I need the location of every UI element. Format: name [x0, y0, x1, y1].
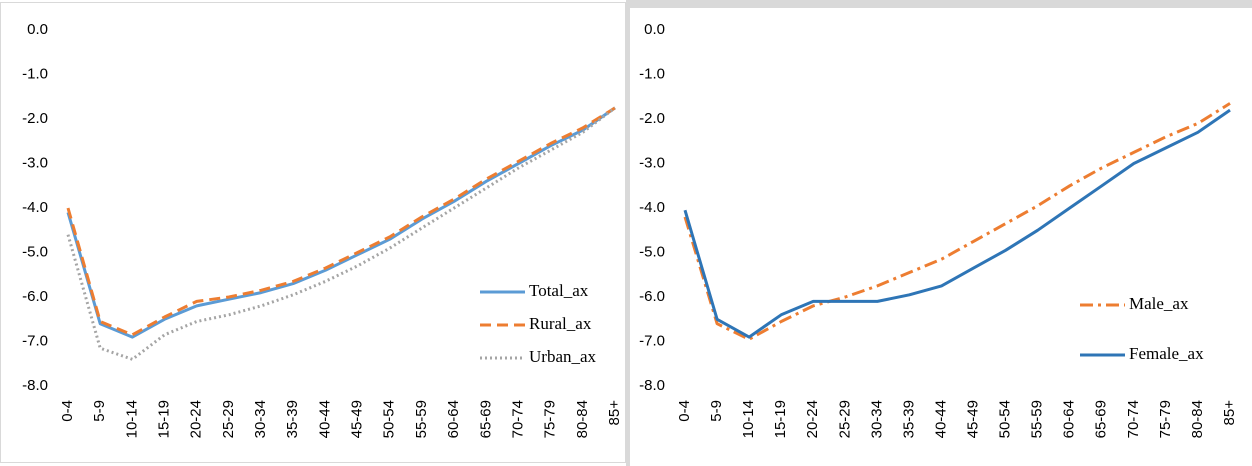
y-tick-label: -8.0	[639, 377, 665, 394]
x-tick-label: 80-84	[574, 400, 591, 438]
x-tick-label: 60-64	[445, 400, 462, 438]
x-tick-label: 50-54	[381, 400, 398, 438]
x-tick-label: 75-79	[1157, 400, 1174, 438]
x-tick-label: 35-39	[900, 400, 917, 438]
legend-label: Female_ax	[1129, 344, 1204, 363]
x-tick-label: 5-9	[708, 400, 725, 422]
x-tick-label: 15-19	[155, 400, 172, 438]
x-tick-label: 80-84	[1189, 400, 1206, 438]
y-tick-label: -1.0	[22, 65, 48, 82]
x-tick-label: 0-4	[59, 400, 76, 422]
y-tick-label: 0.0	[644, 21, 665, 38]
x-tick-label: 25-29	[220, 400, 237, 438]
y-tick-label: -8.0	[22, 377, 48, 394]
x-tick-label: 60-64	[1061, 400, 1078, 438]
x-tick-label: 15-19	[772, 400, 789, 438]
legend-label: Male_ax	[1129, 294, 1189, 313]
y-tick-label: -7.0	[22, 332, 48, 349]
y-tick-label: -2.0	[22, 110, 48, 127]
series-line	[66, 106, 616, 361]
x-tick-label: 55-59	[1029, 400, 1046, 438]
y-tick-label: -5.0	[22, 243, 48, 260]
x-tick-label: 10-14	[123, 400, 140, 438]
y-tick-label: -6.0	[639, 288, 665, 305]
x-tick-label: 70-74	[1125, 400, 1142, 438]
x-tick-label: 50-54	[997, 400, 1014, 438]
series-line	[683, 108, 1231, 339]
legend-label: Urban_ax	[529, 347, 597, 366]
legend-label: Rural_ax	[529, 314, 592, 333]
y-tick-label: 0.0	[27, 21, 48, 38]
series-line	[683, 102, 1231, 341]
x-tick-label: 20-24	[188, 400, 205, 438]
x-tick-label: 40-44	[316, 400, 333, 438]
x-tick-label: 70-74	[509, 400, 526, 438]
x-tick-label: 55-59	[413, 400, 430, 438]
series-line	[66, 106, 616, 339]
y-tick-label: -6.0	[22, 288, 48, 305]
y-tick-label: -4.0	[639, 199, 665, 216]
x-tick-label: 45-49	[349, 400, 366, 438]
left-panel	[0, 2, 626, 463]
x-tick-label: 0-4	[676, 400, 693, 422]
y-tick-label: -3.0	[22, 154, 48, 171]
x-tick-label: 35-39	[284, 400, 301, 438]
y-tick-label: -2.0	[639, 110, 665, 127]
x-tick-label: 45-49	[964, 400, 981, 438]
right-panel	[630, 0, 1252, 466]
x-tick-label: 65-69	[1093, 400, 1110, 438]
x-tick-label: 75-79	[542, 400, 559, 438]
x-tick-label: 30-34	[252, 400, 269, 438]
x-tick-label: 40-44	[932, 400, 949, 438]
x-tick-label: 85+	[1221, 400, 1238, 426]
x-tick-label: 65-69	[477, 400, 494, 438]
panel-top-border	[630, 0, 1252, 8]
y-tick-label: -7.0	[639, 332, 665, 349]
x-tick-label: 25-29	[836, 400, 853, 438]
series-line	[66, 106, 616, 337]
x-tick-label: 85+	[606, 400, 623, 426]
x-tick-label: 10-14	[740, 400, 757, 438]
y-tick-label: -5.0	[639, 243, 665, 260]
x-tick-label: 30-34	[868, 400, 885, 438]
panel-divider	[626, 0, 630, 466]
legend-label: Total_ax	[529, 281, 589, 300]
y-tick-label: -1.0	[639, 65, 665, 82]
x-tick-label: 5-9	[91, 400, 108, 422]
y-tick-label: -3.0	[639, 154, 665, 171]
x-tick-label: 20-24	[804, 400, 821, 438]
y-tick-label: -4.0	[22, 199, 48, 216]
